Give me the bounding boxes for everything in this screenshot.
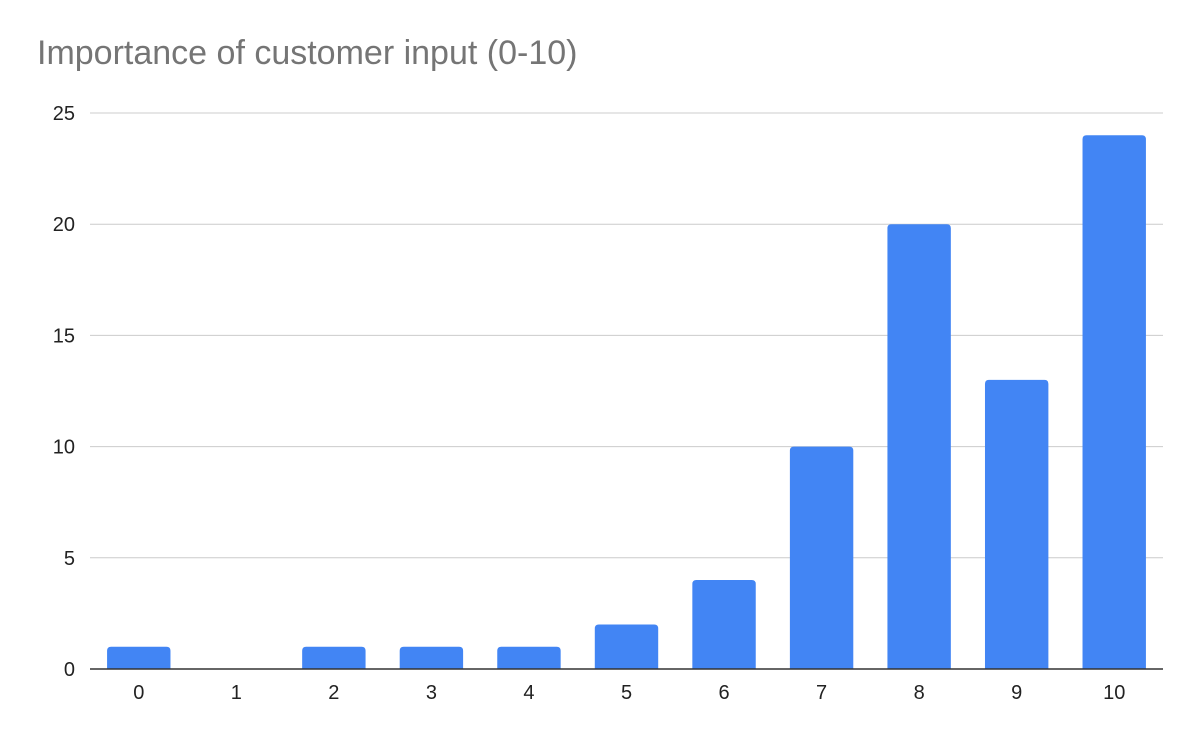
chart-title: Importance of customer input (0-10): [37, 34, 578, 72]
bar-5: [594, 624, 659, 669]
gridlines: [90, 112, 1163, 559]
bar-6: [692, 580, 756, 669]
x-tick-label: 1: [231, 682, 242, 704]
bar-3: [399, 646, 464, 669]
bar-2: [302, 646, 366, 669]
y-tick-label: 0: [64, 659, 75, 681]
bars: [107, 135, 1146, 670]
x-tick-label: 8: [914, 682, 925, 704]
y-tick-label: 20: [53, 214, 75, 236]
bar-10: [1082, 135, 1146, 670]
x-tick-label: 2: [328, 682, 339, 704]
y-tick-label: 10: [53, 437, 75, 459]
bar-0: [107, 646, 171, 669]
bar-7: [789, 446, 854, 669]
bar-4: [497, 646, 561, 669]
x-axis-tick-labels: 0 1 2 3 4 5 6 7 8 9 10: [133, 682, 1125, 704]
x-tick-label: 6: [718, 682, 729, 704]
y-tick-label: 15: [53, 325, 75, 347]
bar-8: [887, 224, 951, 669]
x-tick-label: 7: [816, 682, 827, 704]
bar-9: [984, 379, 1049, 669]
x-tick-label: 4: [523, 682, 534, 704]
x-tick-label: 3: [426, 682, 437, 704]
x-tick-label: 5: [621, 682, 632, 704]
x-tick-label: 0: [133, 682, 144, 704]
x-tick-label: 9: [1011, 682, 1022, 704]
y-axis-tick-labels: 0 5 10 15 20 25: [53, 103, 75, 681]
x-tick-label: 10: [1103, 682, 1125, 704]
y-tick-label: 25: [53, 103, 75, 125]
y-tick-label: 5: [64, 548, 75, 570]
